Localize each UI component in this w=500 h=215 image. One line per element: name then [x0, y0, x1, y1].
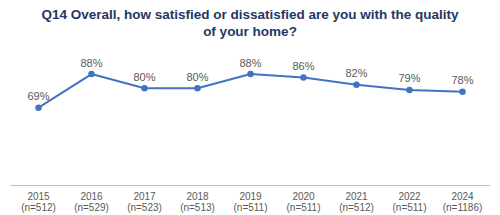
- svg-text:2019(n=511): 2019(n=511): [233, 191, 267, 214]
- svg-text:88%: 88%: [80, 57, 102, 69]
- svg-text:78%: 78%: [451, 74, 473, 86]
- html-text:Q14 Overall, how satisfied or: Q14 Overall, how satisfied or dissatisfi…: [41, 7, 459, 22]
- svg-text:86%: 86%: [292, 60, 314, 72]
- html-text:of your home?: of your home?: [203, 24, 297, 39]
- svg-text:2016(n=529): 2016(n=529): [74, 191, 109, 214]
- svg-text:2020(n=511): 2020(n=511): [286, 191, 320, 214]
- svg-text:80%: 80%: [186, 71, 208, 83]
- svg-text:69%: 69%: [27, 90, 49, 102]
- svg-text:2021(n=512): 2021(n=512): [339, 191, 374, 214]
- svg-text:2017(n=523): 2017(n=523): [127, 191, 162, 214]
- svg-text:88%: 88%: [239, 57, 261, 69]
- svg-text:82%: 82%: [345, 67, 367, 79]
- svg-text:2018(n=513): 2018(n=513): [180, 191, 215, 214]
- svg-text:2015(n=512): 2015(n=512): [21, 191, 56, 214]
- svg-text:2024(n=1186): 2024(n=1186): [443, 191, 483, 214]
- svg-text:79%: 79%: [398, 72, 420, 84]
- svg-text:2022(n=511): 2022(n=511): [392, 191, 426, 214]
- svg-text:80%: 80%: [133, 71, 155, 83]
